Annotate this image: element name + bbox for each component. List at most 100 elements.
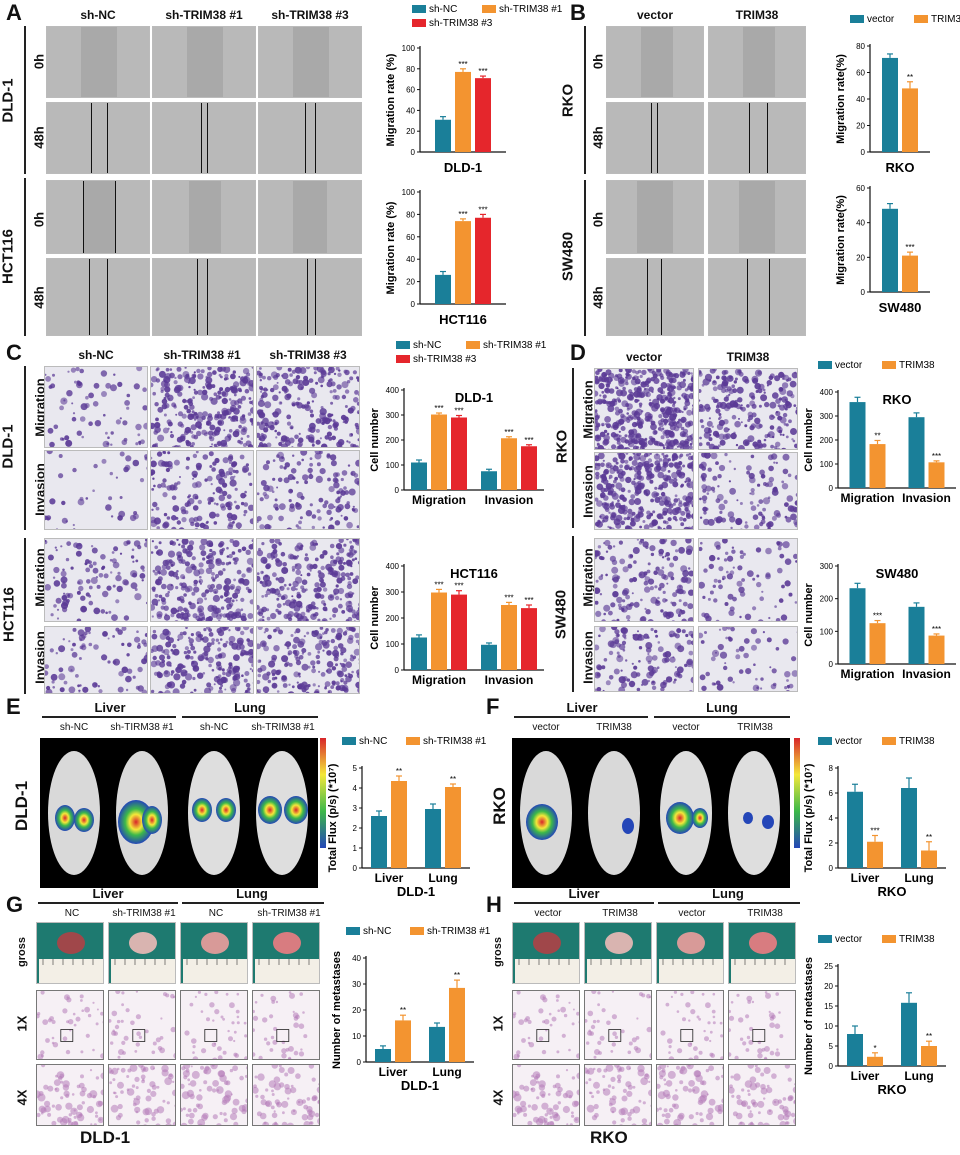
legend-swatch — [882, 737, 896, 745]
significance-label: *** — [434, 580, 443, 589]
y-tick-label: 20 — [856, 122, 865, 131]
group-divider — [572, 368, 574, 528]
scratch-image — [152, 26, 256, 98]
histology-image — [108, 990, 176, 1060]
bar — [847, 1034, 863, 1066]
bar — [908, 417, 925, 488]
row-label: 1X — [14, 1015, 30, 1032]
legend-label: TRIM38 — [899, 360, 935, 371]
scratch-image — [46, 102, 150, 174]
row-label: 1X — [490, 1015, 506, 1032]
y-tick-label: 300 — [820, 412, 834, 421]
histology-image — [36, 990, 104, 1060]
y-tick-label: 200 — [820, 595, 834, 604]
significance-label: *** — [504, 428, 513, 437]
gross-photo — [180, 922, 248, 984]
bioluminescence-image — [520, 751, 780, 875]
gross-photo — [656, 922, 724, 984]
y-tick-label: 60 — [406, 233, 415, 242]
bar — [475, 217, 491, 304]
chart-title: DLD-1 — [455, 390, 493, 405]
cell-line-label: HCT116 — [0, 586, 18, 643]
y-tick-label: 0 — [411, 300, 416, 309]
scratch-image — [46, 26, 150, 98]
bar — [451, 594, 467, 670]
histology-image — [512, 1064, 580, 1126]
group-divider — [24, 26, 26, 174]
y-tick-label: 200 — [386, 436, 400, 445]
group-label: NC — [208, 908, 224, 919]
cell-line-label: RKO — [553, 429, 571, 464]
significance-label: ** — [907, 73, 913, 82]
bar — [391, 781, 407, 868]
cell-line-caption: RKO — [590, 1128, 628, 1147]
bar — [475, 78, 491, 152]
legend-swatch — [818, 737, 832, 745]
significance-label: *** — [478, 67, 487, 76]
bar — [901, 788, 917, 868]
cell-line-label: RKO — [490, 787, 509, 825]
bar — [869, 444, 886, 488]
bar — [849, 402, 866, 488]
y-tick-label: 100 — [402, 44, 416, 53]
scratch-image — [708, 102, 806, 174]
group-divider — [572, 536, 574, 692]
y-tick-label: 40 — [406, 106, 415, 115]
cell-line-caption: DLD-1 — [80, 1128, 131, 1147]
gross-photo — [728, 922, 796, 984]
transwell-image — [594, 452, 694, 530]
bar — [451, 417, 467, 490]
y-tick-label: 100 — [386, 640, 400, 649]
group-label: sh-TRIM38 #1 — [257, 908, 321, 919]
chart-title: RKO — [883, 392, 912, 407]
scratch-image — [258, 26, 362, 98]
transwell-image — [256, 626, 360, 694]
group-label: vector — [532, 722, 560, 733]
cell-line-label: DLD-1 — [0, 78, 17, 123]
y-tick-label: 5 — [829, 1042, 834, 1051]
transwell-image — [44, 366, 148, 448]
significance-label: *** — [932, 452, 941, 461]
x-axis-label: RKO — [878, 1082, 907, 1097]
bar — [928, 462, 945, 488]
y-tick-label: 0 — [829, 864, 834, 873]
bar — [481, 644, 497, 670]
y-tick-label: 4 — [353, 784, 358, 793]
significance-label: *** — [478, 205, 487, 214]
bar — [921, 850, 937, 868]
bar — [882, 208, 898, 292]
legend-label: sh-TRIM38 #1 — [499, 4, 563, 15]
histology-image — [180, 1064, 248, 1126]
time-label: 0h — [590, 53, 606, 70]
gross-photo — [584, 922, 652, 984]
y-tick-label: 2 — [353, 824, 358, 833]
bar — [411, 462, 427, 490]
group-label: sh-NC — [59, 722, 89, 733]
organ-label: Lung — [706, 700, 738, 715]
gross-photo — [252, 922, 320, 984]
panel-label-b: B — [570, 0, 586, 25]
significance-label: *** — [454, 407, 463, 416]
y-axis-label: Cell number — [803, 583, 815, 647]
row-label: gross — [16, 937, 28, 967]
x-axis-label: DLD-1 — [397, 884, 435, 899]
histology-image — [656, 990, 724, 1060]
legend-label: sh-TRIM38 #3 — [413, 354, 477, 365]
legend-swatch — [466, 341, 480, 349]
col-header: sh-TRIM38 #1 — [163, 348, 241, 362]
cell-line-label: DLD-1 — [12, 780, 31, 832]
y-tick-label: 20 — [406, 127, 415, 136]
scratch-image — [152, 180, 256, 254]
bar — [371, 816, 387, 868]
organ-label: Lung — [712, 886, 744, 901]
scratch-image — [46, 258, 150, 336]
significance-label: *** — [434, 404, 443, 413]
histology-image — [584, 1064, 652, 1126]
legend-swatch — [346, 927, 360, 935]
significance-label: *** — [905, 243, 914, 252]
time-label: 0h — [31, 211, 47, 228]
bar — [882, 57, 898, 152]
significance-label: ** — [400, 1006, 406, 1015]
histology-image — [180, 990, 248, 1060]
y-tick-label: 10 — [824, 1022, 833, 1031]
